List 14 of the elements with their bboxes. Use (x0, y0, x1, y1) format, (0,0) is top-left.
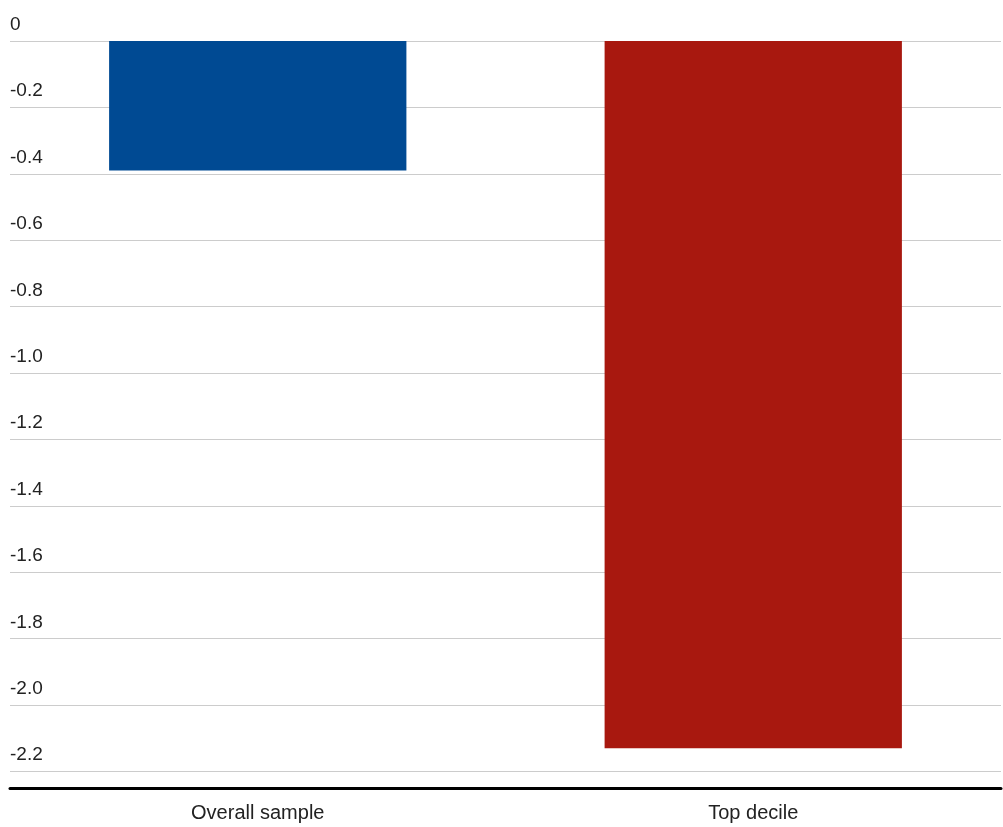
y-tick-label: -2.2 (10, 743, 43, 765)
y-tick-label: -0.6 (10, 212, 43, 234)
x-tick-label: Top decile (708, 801, 799, 823)
y-tick-label: -2.0 (10, 677, 43, 698)
y-tick-label: -0.4 (10, 145, 44, 167)
y-tick-label: -1.8 (10, 610, 43, 632)
y-tick-label: -0.2 (10, 79, 43, 101)
y-tick-label: -1.2 (10, 411, 43, 433)
x-tick-label: Overall sample (191, 801, 325, 823)
y-tick-label: -1.0 (10, 345, 43, 366)
y-tick-label: -1.4 (10, 477, 44, 499)
y-tick-label: -0.8 (10, 278, 43, 300)
y-tick-label: 0 (10, 13, 21, 34)
y-tick-label: -1.6 (10, 544, 43, 566)
